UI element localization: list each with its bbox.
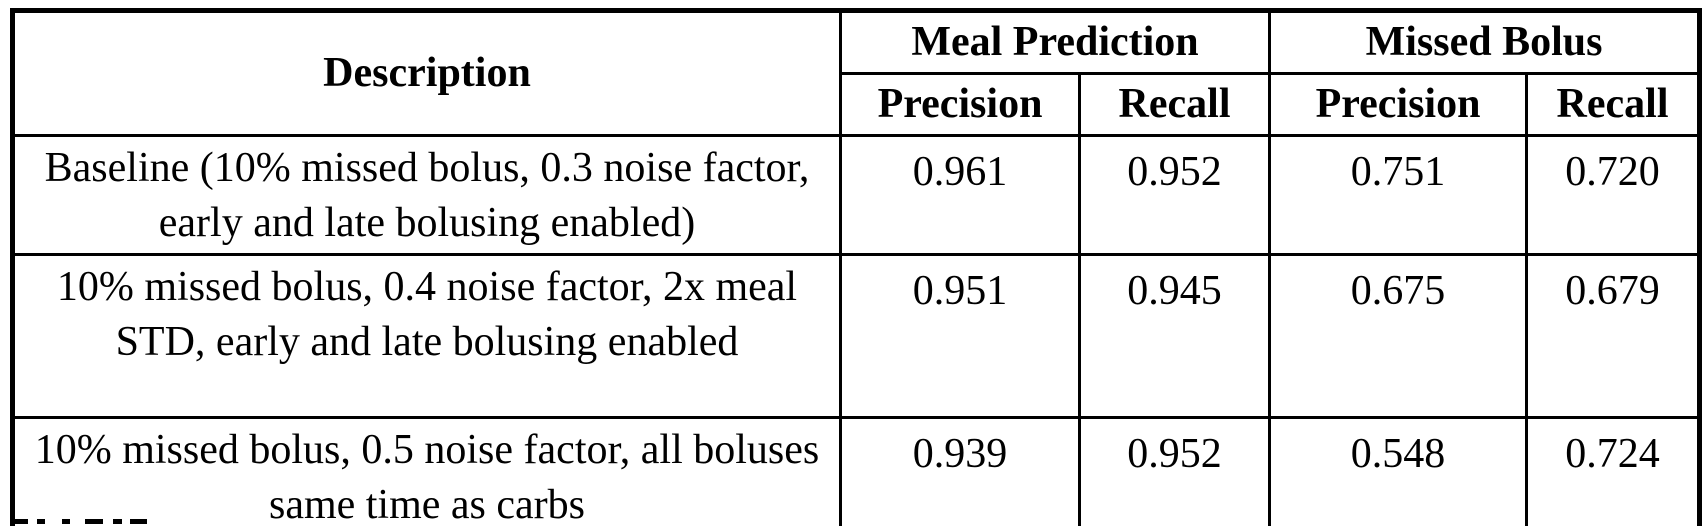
row-description: 10% missed bolus, 0.5 noise factor, all …: [11, 416, 842, 526]
meal-recall-value: 0.952: [1077, 134, 1272, 256]
column-group-meal-prediction: Meal Prediction: [838, 9, 1272, 75]
letter-top-mark: [37, 519, 45, 524]
subheader-meal-recall: Recall: [1077, 72, 1272, 137]
letter-top-mark: [130, 519, 147, 524]
letter-top-mark: [113, 519, 122, 524]
meal-recall-value: 0.952: [1077, 416, 1272, 526]
header-sub-row: Precision Recall Precision Recall: [13, 72, 1702, 137]
row-description: 10% missed bolus, 0.4 noise factor, 2x m…: [11, 253, 842, 419]
column-header-description: Description: [11, 9, 842, 137]
row-description: Baseline (10% missed bolus, 0.3 noise fa…: [11, 134, 842, 256]
subheader-meal-precision: Precision: [839, 72, 1081, 137]
meal-recall-value: 0.945: [1077, 253, 1272, 419]
table-row-noise-04: 10% missed bolus, 0.4 noise factor, 2x m…: [11, 253, 1702, 419]
missed-precision-value: 0.548: [1268, 416, 1529, 526]
missed-precision-value: 0.751: [1268, 134, 1529, 256]
header-group-row: Description Meal Prediction Missed Bolus: [11, 9, 1702, 137]
clipped-text-fragment: [12, 519, 147, 526]
missed-recall-value: 0.679: [1525, 253, 1702, 419]
letter-top-mark: [62, 519, 70, 524]
missed-recall-value: 0.720: [1525, 134, 1702, 256]
meal-precision-value: 0.939: [839, 416, 1081, 526]
table-row-baseline: Baseline (10% missed bolus, 0.3 noise fa…: [11, 134, 1702, 256]
subheader-missed-recall: Recall: [1525, 72, 1702, 137]
missed-recall-value: 0.724: [1525, 416, 1702, 526]
table-row-noise-05: 10% missed bolus, 0.5 noise factor, all …: [11, 416, 1702, 526]
letter-top-mark: [12, 519, 28, 524]
subheader-missed-precision: Precision: [1268, 72, 1529, 137]
meal-precision-value: 0.961: [839, 134, 1081, 256]
results-table: Description Meal Prediction Missed Bolus…: [10, 8, 1703, 526]
column-group-missed-bolus: Missed Bolus: [1268, 9, 1702, 75]
missed-precision-value: 0.675: [1268, 253, 1529, 419]
meal-precision-value: 0.951: [839, 253, 1081, 419]
letter-top-mark: [85, 519, 103, 524]
